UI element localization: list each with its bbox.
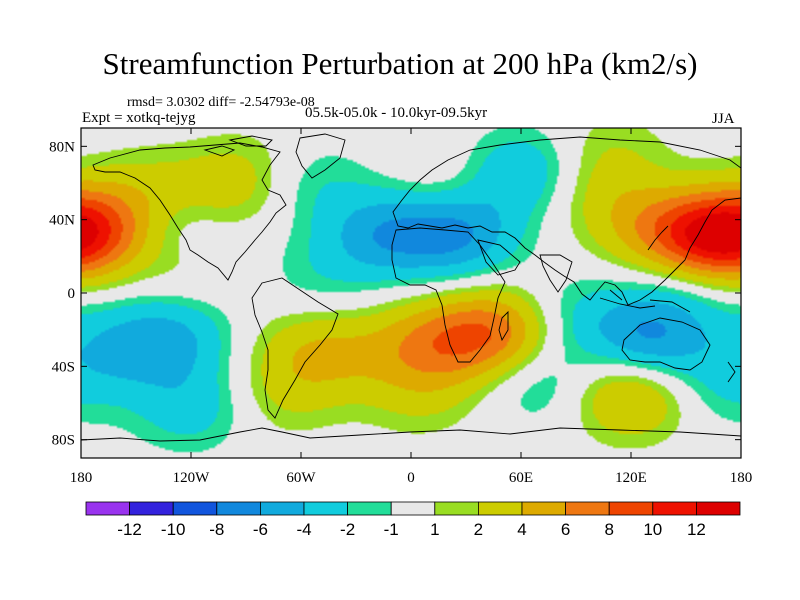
- colorbar-label: -12: [117, 520, 142, 539]
- colorbar-swatch: [434, 501, 479, 516]
- colorbar-label: 6: [561, 520, 570, 539]
- field-raster: [81, 128, 741, 458]
- colorbar-label: -8: [209, 520, 224, 539]
- y-tick-label: 0: [68, 286, 76, 302]
- coast-arabia: [477, 239, 521, 276]
- coast-indonesia: [599, 289, 691, 313]
- map-axes: 180 120W 60W 0 60E 120E 180 80N 40N 0 40S 80S: [49, 128, 752, 486]
- colorbar-swatch: [216, 501, 261, 516]
- coast-india: [539, 254, 573, 293]
- x-tick-label: 180: [70, 470, 93, 486]
- colorbar-swatch: [172, 501, 218, 516]
- experiment-label: Expt = xotkq-tejyg: [82, 110, 196, 126]
- colorbar-label: 10: [643, 520, 662, 539]
- period-label: 05.5k-05.0k - 10.0kyr-09.5kyr: [305, 105, 488, 121]
- coast-south-america: [251, 277, 339, 419]
- colorbar-swatch: [303, 501, 348, 516]
- colorbar-label: 2: [474, 520, 483, 539]
- colorbar-label: -4: [296, 520, 311, 539]
- colorbar-swatch: [696, 501, 741, 516]
- coast-madagascar: [498, 310, 509, 342]
- colorbar-swatch: [347, 501, 392, 516]
- y-tick-label: 40N: [49, 213, 75, 229]
- contour-field: [81, 128, 741, 458]
- coast-africa: [391, 227, 506, 363]
- y-tick-label: 80S: [52, 433, 75, 449]
- colorbar-label: 1: [430, 520, 439, 539]
- colorbar-label: -1: [384, 520, 399, 539]
- colorbar-label: -2: [340, 520, 355, 539]
- season-label: JJA: [712, 111, 735, 127]
- colorbar-label: 12: [687, 520, 706, 539]
- colorbar-label: 4: [517, 520, 526, 539]
- colorbar-swatch: [129, 501, 174, 516]
- coast-eurasia: [392, 136, 741, 306]
- colorbar-swatch: [521, 501, 566, 516]
- coast-antarctica: [81, 427, 741, 442]
- colorbar-swatch: [565, 501, 610, 516]
- coast-north-america: [92, 142, 287, 281]
- x-tick-label: 0: [407, 470, 415, 486]
- coast-japan: [647, 225, 669, 251]
- y-tick-label: 40S: [52, 359, 75, 375]
- colorbar-label: -6: [253, 520, 268, 539]
- colorbar-swatch: [608, 501, 654, 516]
- x-tick-label: 60W: [286, 470, 316, 486]
- x-tick-label: 180: [730, 470, 753, 486]
- coast-greenland: [295, 133, 346, 179]
- colorbar-swatch: [390, 501, 436, 516]
- colorbar-label: 8: [604, 520, 613, 539]
- colorbar-swatch: [652, 501, 697, 516]
- x-tick-label: 60E: [509, 470, 533, 486]
- coastlines: [81, 133, 741, 442]
- colorbar-swatch: [259, 501, 305, 516]
- y-tick-label: 80N: [49, 139, 75, 155]
- x-tick-label: 120E: [615, 470, 647, 486]
- colorbar-label: -10: [161, 520, 186, 539]
- coast-new-zealand: [727, 361, 736, 383]
- chart-title: Streamfunction Perturbation at 200 hPa (…: [102, 46, 698, 81]
- stats-label: rmsd= 3.0302 diff= -2.54793e-08: [127, 95, 315, 110]
- colorbar-swatch: [477, 501, 523, 516]
- colorbar-swatch: [85, 501, 130, 516]
- colorbar: -12 -10 -8 -6 -4 -2 -1 1 2 4 6 8 10 12: [85, 501, 741, 539]
- x-tick-label: 120W: [173, 470, 211, 486]
- coast-australia: [621, 317, 711, 371]
- coast-arctic-islands: [203, 135, 273, 157]
